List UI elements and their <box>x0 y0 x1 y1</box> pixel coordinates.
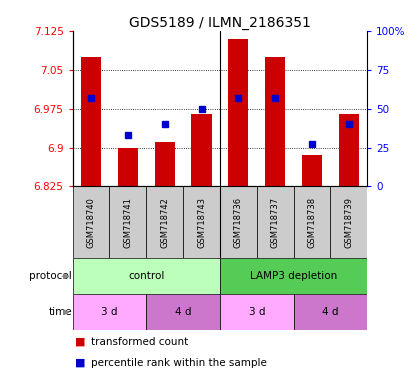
Bar <box>81 57 101 187</box>
Text: ■: ■ <box>75 337 85 347</box>
Text: control: control <box>128 271 164 281</box>
Bar <box>330 187 367 258</box>
Text: LAMP3 depletion: LAMP3 depletion <box>250 271 337 281</box>
Text: 3 d: 3 d <box>101 307 118 317</box>
Bar <box>257 187 294 258</box>
Text: transformed count: transformed count <box>91 337 188 347</box>
Bar <box>73 294 146 330</box>
Text: GSM718736: GSM718736 <box>234 197 243 248</box>
Text: 3 d: 3 d <box>249 307 265 317</box>
Text: 4 d: 4 d <box>322 307 339 317</box>
Text: GSM718740: GSM718740 <box>87 197 95 248</box>
Bar <box>146 294 220 330</box>
Bar <box>228 38 249 187</box>
Bar <box>110 187 146 258</box>
Bar <box>265 57 286 187</box>
Text: GSM718741: GSM718741 <box>123 197 132 248</box>
Text: GSM718738: GSM718738 <box>308 197 317 248</box>
Bar <box>302 155 322 187</box>
Text: GSM718743: GSM718743 <box>197 197 206 248</box>
Bar <box>220 187 257 258</box>
Bar <box>220 294 294 330</box>
Bar <box>220 258 367 294</box>
Bar <box>183 187 220 258</box>
Bar <box>118 147 138 187</box>
Bar <box>339 114 359 187</box>
Text: protocol: protocol <box>29 271 72 281</box>
Bar <box>294 187 330 258</box>
Bar <box>154 142 175 187</box>
Text: time: time <box>48 307 72 317</box>
Bar <box>73 258 220 294</box>
Bar <box>73 187 110 258</box>
Bar <box>146 187 183 258</box>
Title: GDS5189 / ILMN_2186351: GDS5189 / ILMN_2186351 <box>129 16 311 30</box>
Text: GSM718737: GSM718737 <box>271 197 280 248</box>
Text: percentile rank within the sample: percentile rank within the sample <box>91 358 267 368</box>
Text: ■: ■ <box>75 358 85 368</box>
Text: GSM718739: GSM718739 <box>344 197 353 248</box>
Bar <box>294 294 367 330</box>
Text: GSM718742: GSM718742 <box>160 197 169 248</box>
Bar <box>191 114 212 187</box>
Text: 4 d: 4 d <box>175 307 191 317</box>
